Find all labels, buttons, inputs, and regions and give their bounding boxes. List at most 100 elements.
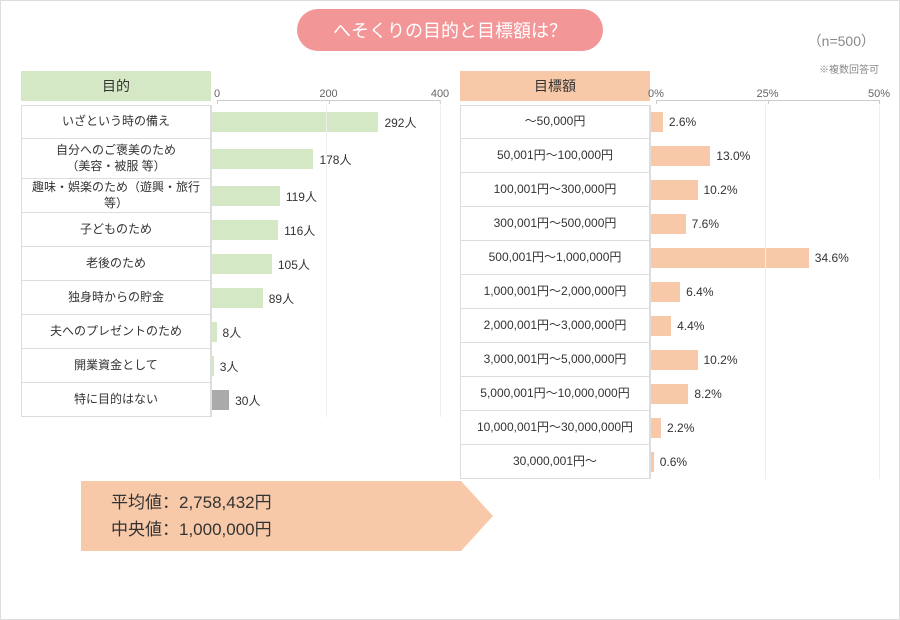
- bar: [212, 112, 378, 132]
- axis-tick: 0: [214, 88, 220, 100]
- bar-value: 8.2%: [694, 387, 721, 401]
- bar-value: 30人: [235, 392, 260, 409]
- axis-tick: 200: [319, 88, 337, 100]
- bar: [212, 390, 229, 410]
- row-label: 特に目的はない: [21, 383, 211, 417]
- row-label: 3,000,001円〜5,000,000円: [460, 343, 650, 377]
- row-label: 趣味・娯楽のため（遊興・旅行 等）: [21, 179, 211, 213]
- bar-value: 4.4%: [677, 319, 704, 333]
- table-row: 自分へのご褒美のため （美容・被服 等）178人: [21, 139, 440, 179]
- bar-value: 8人: [223, 324, 242, 341]
- stats-box: 平均値：2,758,432円 中央値：1,000,000円: [81, 481, 461, 551]
- row-label: 5,000,001円〜10,000,000円: [460, 377, 650, 411]
- bar-value: 292人: [384, 114, 416, 131]
- bar-value: 0.6%: [660, 455, 687, 469]
- bar: [651, 146, 710, 166]
- right-panel: 目標額 ※複数回答可 0%25%50% 〜50,000円 2.6% 50,001円〜…: [460, 71, 879, 479]
- bar: [651, 112, 663, 132]
- bar-value: 119人: [286, 188, 317, 205]
- row-label: 10,000,001円〜30,000,000円: [460, 411, 650, 445]
- bar-cell: 116人: [211, 213, 440, 247]
- table-row: 10,000,001円〜30,000,000円 2.2%: [460, 411, 879, 445]
- row-label: 100,001円〜300,000円: [460, 173, 650, 207]
- bar-cell: 2.6%: [650, 105, 879, 139]
- bar-cell: 178人: [211, 139, 440, 179]
- table-row: 100,001円〜300,000円10.2%: [460, 173, 879, 207]
- table-row: 1,000,001円〜2,000,000円6.4%: [460, 275, 879, 309]
- table-row: 2,000,001円〜3,000,000円 4.4%: [460, 309, 879, 343]
- bar-cell: 10.2%: [650, 343, 879, 377]
- table-row: 老後のため105人: [21, 247, 440, 281]
- table-row: 5,000,001円〜10,000,000円 8.2%: [460, 377, 879, 411]
- stats-median: 中央値：1,000,000円: [111, 516, 461, 543]
- row-label: いざという時の備え: [21, 105, 211, 139]
- row-label: 独身時からの貯金: [21, 281, 211, 315]
- right-panel-title: 目標額: [460, 71, 650, 101]
- axis-tick: 0%: [648, 88, 664, 100]
- bar-cell: 34.6%: [650, 241, 879, 275]
- left-panel-title: 目的: [21, 71, 211, 101]
- bar: [651, 248, 809, 268]
- chart-title: へそくりの目的と目標額は？: [297, 9, 603, 51]
- row-label: 子どものため: [21, 213, 211, 247]
- bar-cell: 2.2%: [650, 411, 879, 445]
- row-label: 夫へのプレゼントのため: [21, 315, 211, 349]
- table-row: 50,001円〜100,000円13.0%: [460, 139, 879, 173]
- bar-value: 116人: [284, 222, 315, 239]
- bar-cell: 0.6%: [650, 445, 879, 479]
- bar: [651, 418, 661, 438]
- row-label: 2,000,001円〜3,000,000円: [460, 309, 650, 343]
- row-label: 老後のため: [21, 247, 211, 281]
- right-panel-head: 目標額 ※複数回答可 0%25%50%: [460, 71, 879, 101]
- bar-value: 89人: [269, 290, 294, 307]
- table-row: 趣味・娯楽のため（遊興・旅行 等） 119人: [21, 179, 440, 213]
- row-label: 300,001円〜500,000円: [460, 207, 650, 241]
- table-row: 独身時からの貯金 89人: [21, 281, 440, 315]
- table-row: 3,000,001円〜5,000,000円 10.2%: [460, 343, 879, 377]
- bar-value: 2.2%: [667, 421, 694, 435]
- bar: [651, 316, 671, 336]
- table-row: 開業資金として3人: [21, 349, 440, 383]
- right-axis: ※複数回答可 0%25%50%: [656, 75, 879, 101]
- bar: [212, 288, 263, 308]
- bar: [212, 356, 214, 376]
- table-row: 特に目的はない 30人: [21, 383, 440, 417]
- bar-value: 6.4%: [686, 285, 713, 299]
- stats-mean: 平均値：2,758,432円: [111, 489, 461, 516]
- bar: [651, 214, 686, 234]
- axis-tick: 400: [431, 88, 449, 100]
- left-axis: 0200400: [217, 75, 440, 101]
- bar-value: 13.0%: [716, 149, 750, 163]
- bar-cell: 10.2%: [650, 173, 879, 207]
- bar: [651, 282, 680, 302]
- row-label: 〜50,000円: [460, 105, 650, 139]
- axis-tick: 50%: [868, 88, 890, 100]
- left-rows: いざという時の備え 292人自分へのご褒美のため （美容・被服 等）178人趣味・…: [21, 105, 440, 417]
- bar-cell: 4.4%: [650, 309, 879, 343]
- bar: [651, 180, 698, 200]
- bar-cell: 6.4%: [650, 275, 879, 309]
- bar-value: 2.6%: [669, 115, 696, 129]
- bar: [212, 322, 217, 342]
- bar-value: 10.2%: [704, 353, 738, 367]
- table-row: 子どものため 116人: [21, 213, 440, 247]
- bar-cell: 30人: [211, 383, 440, 417]
- bar: [212, 254, 272, 274]
- bar-cell: 119人: [211, 179, 440, 213]
- bar-value: 7.6%: [692, 217, 719, 231]
- bar-value: 34.6%: [815, 251, 849, 265]
- bar-cell: 105人: [211, 247, 440, 281]
- bar: [651, 452, 654, 472]
- table-row: 500,001円〜1,000,000円 34.6%: [460, 241, 879, 275]
- sample-size-note: （n=500）: [808, 31, 875, 51]
- bar: [651, 350, 698, 370]
- bar-cell: 3人: [211, 349, 440, 383]
- panels: 目的 0 200 400 いざという時の備え 292人自分へのご褒美のため （美容・被…: [21, 71, 879, 479]
- multi-answer-note: ※複数回答可: [819, 61, 879, 76]
- bar-cell: 89人: [211, 281, 440, 315]
- bar-cell: 7.6%: [650, 207, 879, 241]
- row-label: 500,001円〜1,000,000円: [460, 241, 650, 275]
- table-row: 夫へのプレゼントのため 8人: [21, 315, 440, 349]
- bar-value: 178人: [319, 151, 351, 168]
- left-panel: 目的 0200400 いざという時の備え292人自分へのご褒美のため （美容・被…: [21, 71, 440, 479]
